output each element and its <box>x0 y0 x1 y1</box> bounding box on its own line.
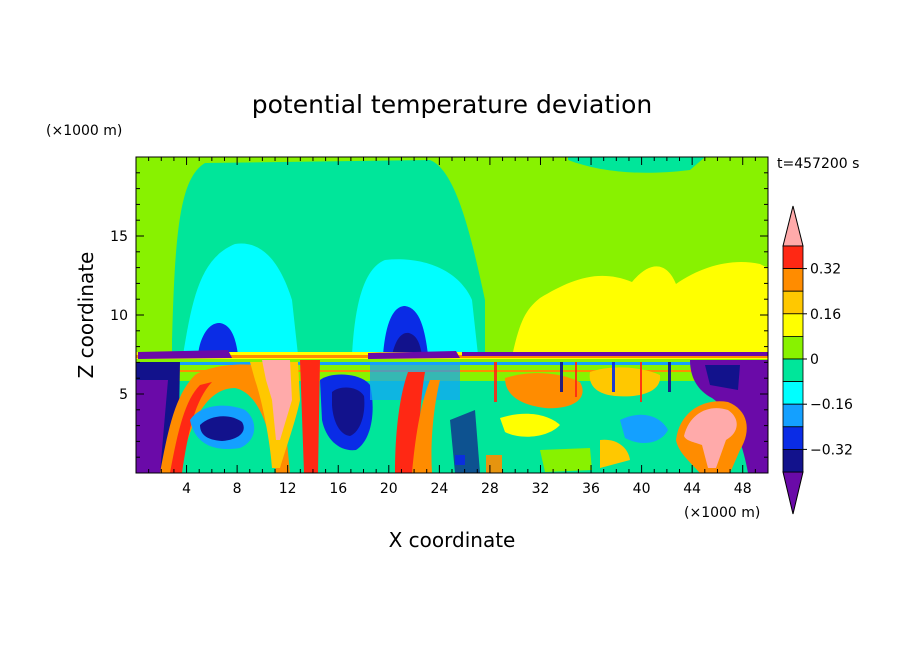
colorbar-swatch <box>782 403 804 428</box>
colorbar-swatch <box>782 448 804 473</box>
y-tick-label: 5 <box>119 387 128 403</box>
x-unit-label: (×1000 m) <box>684 505 760 521</box>
x-tick-label: 24 <box>430 481 448 497</box>
colorbar-label: −0.32 <box>810 442 853 458</box>
x-axis-label: X coordinate <box>389 528 516 552</box>
colorbar-swatch <box>782 268 804 292</box>
colorbar-label: 0.16 <box>810 307 841 323</box>
x-tick-label: 36 <box>582 481 600 497</box>
x-tick-label: 44 <box>683 481 701 497</box>
colorbar-label: −0.16 <box>810 397 853 413</box>
colorbar-swatch <box>782 313 804 337</box>
x-tick-label: 20 <box>380 481 398 497</box>
colorbar-swatch <box>782 358 804 383</box>
colorbar-swatch <box>782 426 804 450</box>
colorbar-max-triangle <box>782 205 804 247</box>
colorbar-label: 0.32 <box>810 262 841 278</box>
colorbar-swatch <box>782 290 804 315</box>
x-tick-label: 48 <box>734 481 752 497</box>
y-tick-label: 10 <box>110 308 128 324</box>
axis-ticks <box>136 157 768 473</box>
colorbar-swatch <box>782 381 804 405</box>
x-tick-label: 32 <box>532 481 550 497</box>
time-label: t=457200 s <box>777 156 859 172</box>
x-tick-label: 40 <box>633 481 651 497</box>
chart-title: potential temperature deviation <box>252 90 652 119</box>
colorbar-min-triangle <box>782 471 804 515</box>
colorbar: 0.32 0.16 0 −0.16 −0.32 <box>782 205 853 515</box>
y-unit-label: (×1000 m) <box>46 123 122 139</box>
colorbar-swatch <box>782 245 804 270</box>
contour-field <box>136 157 768 473</box>
y-tick-label: 15 <box>110 229 128 245</box>
x-tick-label: 16 <box>329 481 347 497</box>
y-axis-label: Z coordinate <box>74 252 98 379</box>
x-tick-label: 8 <box>233 481 242 497</box>
x-tick-label: 12 <box>279 481 297 497</box>
colorbar-swatch <box>782 335 804 360</box>
colorbar-label: 0 <box>810 352 819 368</box>
x-tick-label: 28 <box>481 481 499 497</box>
x-tick-label: 4 <box>182 481 191 497</box>
